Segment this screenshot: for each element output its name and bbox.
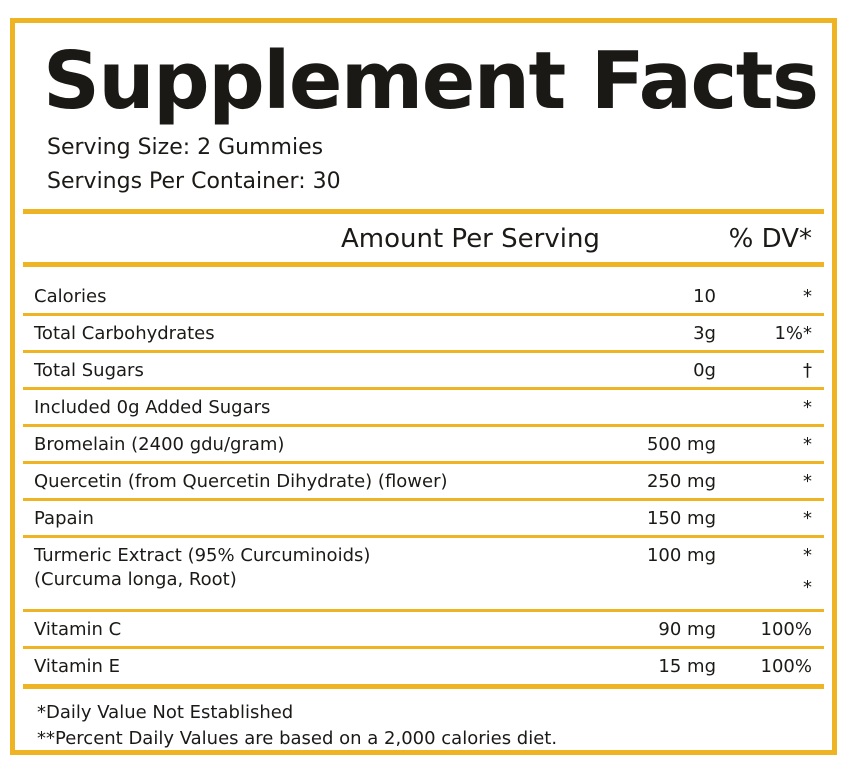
nutrient-name: Included 0g Added Sugars (34, 397, 271, 418)
nutrient-name: Vitamin C (34, 619, 122, 640)
nutrient-name: Papain (34, 508, 94, 529)
footer-divider (23, 684, 824, 689)
nutrient-dv: 1%* (774, 323, 812, 344)
row-divider (23, 498, 824, 501)
amount-per-serving-header: Amount Per Serving (341, 224, 600, 254)
nutrient-row-added-sugars: Included 0g Added Sugars * (23, 390, 824, 427)
nutrient-amount: 3g (693, 323, 716, 344)
footnote-daily-value: *Daily Value Not Established (37, 702, 294, 723)
footnote-percent-daily-values: **Percent Daily Values are based on a 2,… (37, 728, 558, 749)
nutrient-amount: 150 mg (646, 508, 716, 529)
nutrient-source: (Curcuma longa, Root) (34, 569, 237, 590)
nutrient-name: Total Sugars (34, 360, 144, 381)
nutrient-amount: 0g (693, 360, 716, 381)
nutrient-amount: 500 mg (646, 434, 716, 455)
daily-value-header: % DV* (728, 224, 812, 254)
row-divider (23, 609, 824, 612)
nutrient-dv: * (803, 545, 812, 566)
row-divider (23, 387, 824, 390)
serving-size: Serving Size: 2 Gummies (47, 135, 324, 160)
nutrient-row-quercetin: Quercetin (from Quercetin Dihydrate) (fl… (23, 464, 824, 501)
nutrient-row-papain: Papain 150 mg * (23, 501, 824, 538)
nutrient-row-turmeric-extract: Turmeric Extract (95% Curcuminoids) (Cur… (23, 538, 824, 612)
nutrient-dv: * (803, 397, 812, 418)
nutrient-row-total-carbohydrates: Total Carbohydrates 3g 1%* (23, 316, 824, 353)
nutrient-name: Bromelain (2400 gdu/gram) (34, 434, 285, 455)
nutrient-amount: 90 mg (658, 619, 716, 640)
nutrient-row-total-sugars: Total Sugars 0g † (23, 353, 824, 390)
nutrient-amount: 250 mg (646, 471, 716, 492)
nutrient-dv: † (803, 360, 812, 381)
nutrient-row-calories: Calories 10 * (23, 279, 824, 316)
supplement-facts-panel: Supplement Facts Serving Size: 2 Gummies… (10, 18, 837, 755)
header-bottom-divider (23, 262, 824, 267)
nutrient-name: Total Carbohydrates (34, 323, 215, 344)
nutrient-amount: 100 mg (646, 545, 716, 566)
row-divider (23, 350, 824, 353)
nutrient-dv: * (803, 434, 812, 455)
nutrient-name: Quercetin (from Quercetin Dihydrate) (fl… (34, 471, 448, 492)
nutrient-dv: * (803, 508, 812, 529)
nutrient-row-vitamin-e: Vitamin E 15 mg 100% (23, 649, 824, 686)
row-divider (23, 646, 824, 649)
nutrient-dv: * (803, 286, 812, 307)
header-top-divider (23, 209, 824, 214)
nutrient-name: Vitamin E (34, 656, 121, 677)
servings-per-container: Servings Per Container: 30 (47, 169, 341, 194)
nutrient-dv-secondary: * (803, 577, 812, 598)
nutrient-name: Calories (34, 286, 107, 307)
nutrient-dv: * (803, 471, 812, 492)
row-divider (23, 424, 824, 427)
row-divider (23, 535, 824, 538)
nutrient-dv: 100% (760, 619, 812, 640)
row-divider (23, 313, 824, 316)
nutrient-amount: 10 (693, 286, 716, 307)
nutrient-row-vitamin-c: Vitamin C 90 mg 100% (23, 612, 824, 649)
panel-title: Supplement Facts (43, 35, 819, 127)
nutrient-row-bromelain: Bromelain (2400 gdu/gram) 500 mg * (23, 427, 824, 464)
row-divider (23, 461, 824, 464)
nutrient-amount: 15 mg (658, 656, 716, 677)
nutrient-name: Turmeric Extract (95% Curcuminoids) (34, 545, 371, 566)
nutrient-dv: 100% (760, 656, 812, 677)
